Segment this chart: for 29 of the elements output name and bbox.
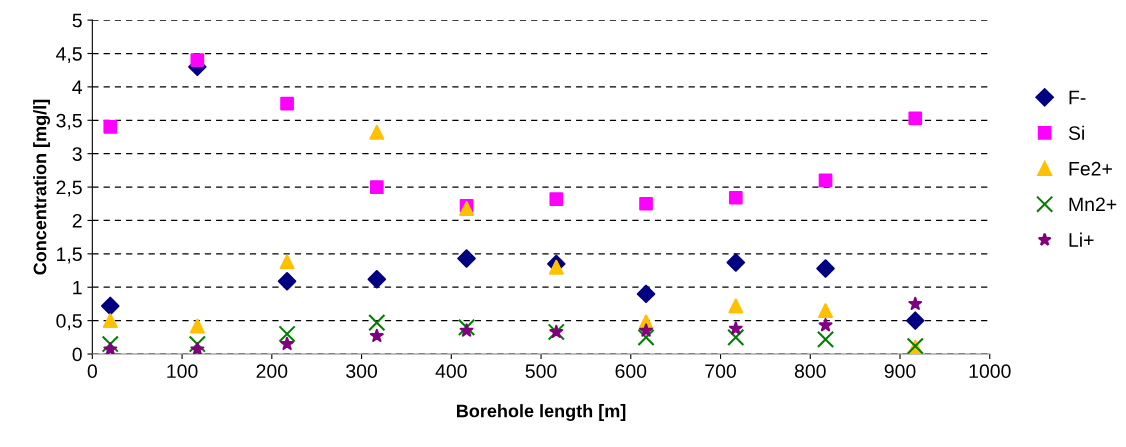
- y-tick-label: 4,5: [56, 47, 82, 64]
- legend-label: Si: [1068, 125, 1084, 140]
- y-tick-label: 5: [72, 13, 82, 28]
- y-tick-label: 3: [72, 147, 82, 161]
- x-tick-label: 700: [705, 364, 736, 379]
- x-tick-label: 800: [794, 364, 826, 379]
- x-tick-label: 1000: [969, 364, 1011, 379]
- x-tick-label: 900: [884, 364, 916, 379]
- x-tick-label: 100: [167, 364, 198, 379]
- x-tick-label: 0: [87, 364, 97, 379]
- legend-label: F-: [1069, 90, 1086, 105]
- y-tick-label: 4: [72, 80, 83, 94]
- x-tick-label: 600: [615, 364, 647, 379]
- x-tick-label: 200: [256, 364, 288, 379]
- y-axis-title: Concentration [mg/l]: [33, 99, 51, 275]
- y-tick-label: 2: [72, 213, 82, 228]
- legend-label: Fe2+: [1069, 161, 1112, 176]
- x-tick-label: 300: [346, 364, 378, 379]
- y-tick-label: 2,5: [56, 180, 82, 197]
- x-tick-label: 500: [525, 364, 557, 379]
- y-tick-label: 1,5: [57, 247, 82, 264]
- y-tick-label: 0,5: [56, 314, 82, 331]
- y-tick-label: 3,5: [56, 113, 82, 130]
- x-tick-label: 400: [435, 364, 467, 379]
- x-axis-title: Borehole length [m]: [456, 404, 626, 421]
- legend-label: Li+: [1069, 232, 1094, 247]
- legend-label: Mn2+: [1069, 197, 1117, 212]
- y-tick-label: 1: [73, 280, 82, 295]
- y-tick-label: 0: [72, 347, 82, 362]
